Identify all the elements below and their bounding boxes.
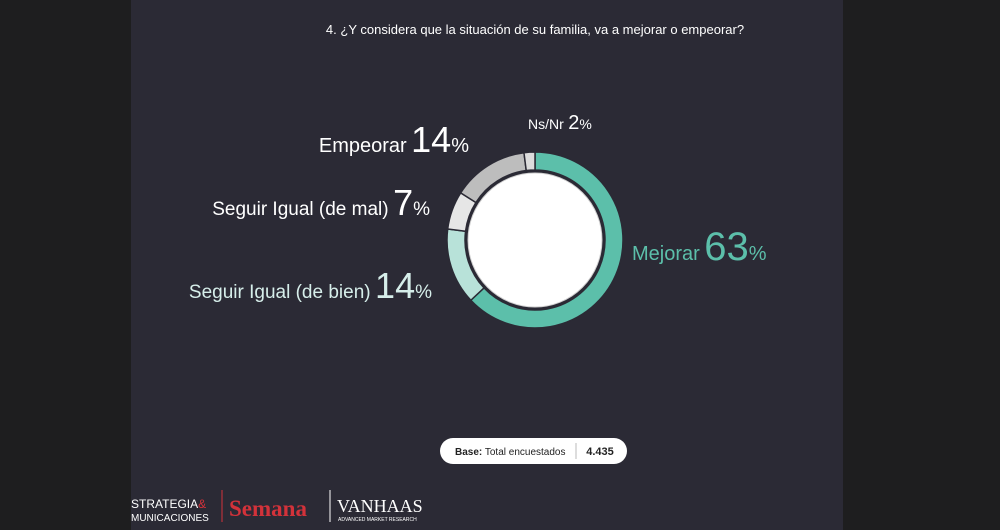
slice-label: Empeorar 14%	[319, 119, 469, 160]
category-label: Ns/Nr	[528, 116, 564, 132]
slice-label: Mejorar 63%	[632, 225, 767, 269]
base-box	[440, 438, 627, 464]
logo-sub: ADVANCED MARKET RESEARCH	[338, 517, 417, 523]
value-label: 7	[393, 182, 413, 223]
value-label: 63	[704, 225, 749, 269]
value-label: 2	[568, 112, 579, 134]
chart-title: 4. ¿Y considera que la situación de su f…	[326, 22, 744, 37]
logo-vanhaas: VANHAAS	[337, 496, 423, 516]
category-label: Seguir Igual (de mal)	[212, 199, 388, 220]
category-label: Mejorar	[632, 243, 700, 265]
category-label: Seguir Igual (de bien)	[189, 282, 371, 303]
unit-label: %	[451, 135, 469, 157]
logo-amp: &	[198, 497, 206, 511]
slice	[469, 151, 624, 329]
category-label: Empeorar	[319, 135, 407, 157]
unit-label: %	[415, 282, 432, 303]
logo-text: STRATEGIA&	[131, 497, 206, 511]
slice-label: Ns/Nr 2%	[528, 112, 592, 134]
donut-hole	[467, 172, 603, 308]
unit-label: %	[749, 243, 767, 265]
base-value: 4.435	[586, 446, 614, 458]
slice-label: Seguir Igual (de mal) 7%	[212, 182, 430, 223]
logo-semana: Semana	[229, 496, 307, 521]
slice	[523, 151, 536, 172]
unit-label: %	[579, 116, 591, 132]
slice-label: Seguir Igual (de bien) 14%	[189, 265, 432, 306]
logo-text: MUNICACIONES	[131, 513, 209, 524]
unit-label: %	[413, 199, 430, 220]
logo-word: STRATEGIA	[131, 497, 198, 511]
base-desc: Total encuestados	[485, 447, 566, 458]
value-label: 14	[375, 265, 415, 306]
base-text: Base: Total encuestados	[455, 447, 565, 458]
base-label: Base:	[455, 447, 482, 458]
value-label: 14	[411, 119, 451, 160]
